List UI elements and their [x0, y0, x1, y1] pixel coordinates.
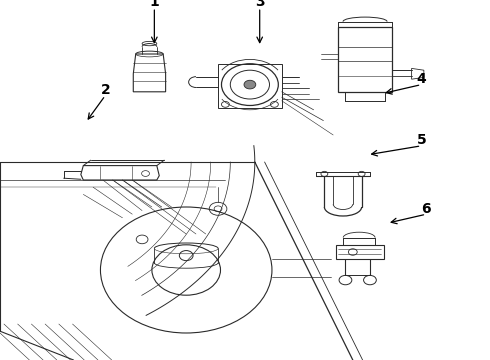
Text: 2: 2 [100, 83, 110, 97]
Text: 5: 5 [416, 134, 426, 147]
Circle shape [244, 80, 256, 89]
Text: 6: 6 [421, 202, 431, 216]
Text: 3: 3 [255, 0, 265, 9]
Text: 1: 1 [149, 0, 159, 9]
Text: 4: 4 [416, 72, 426, 86]
